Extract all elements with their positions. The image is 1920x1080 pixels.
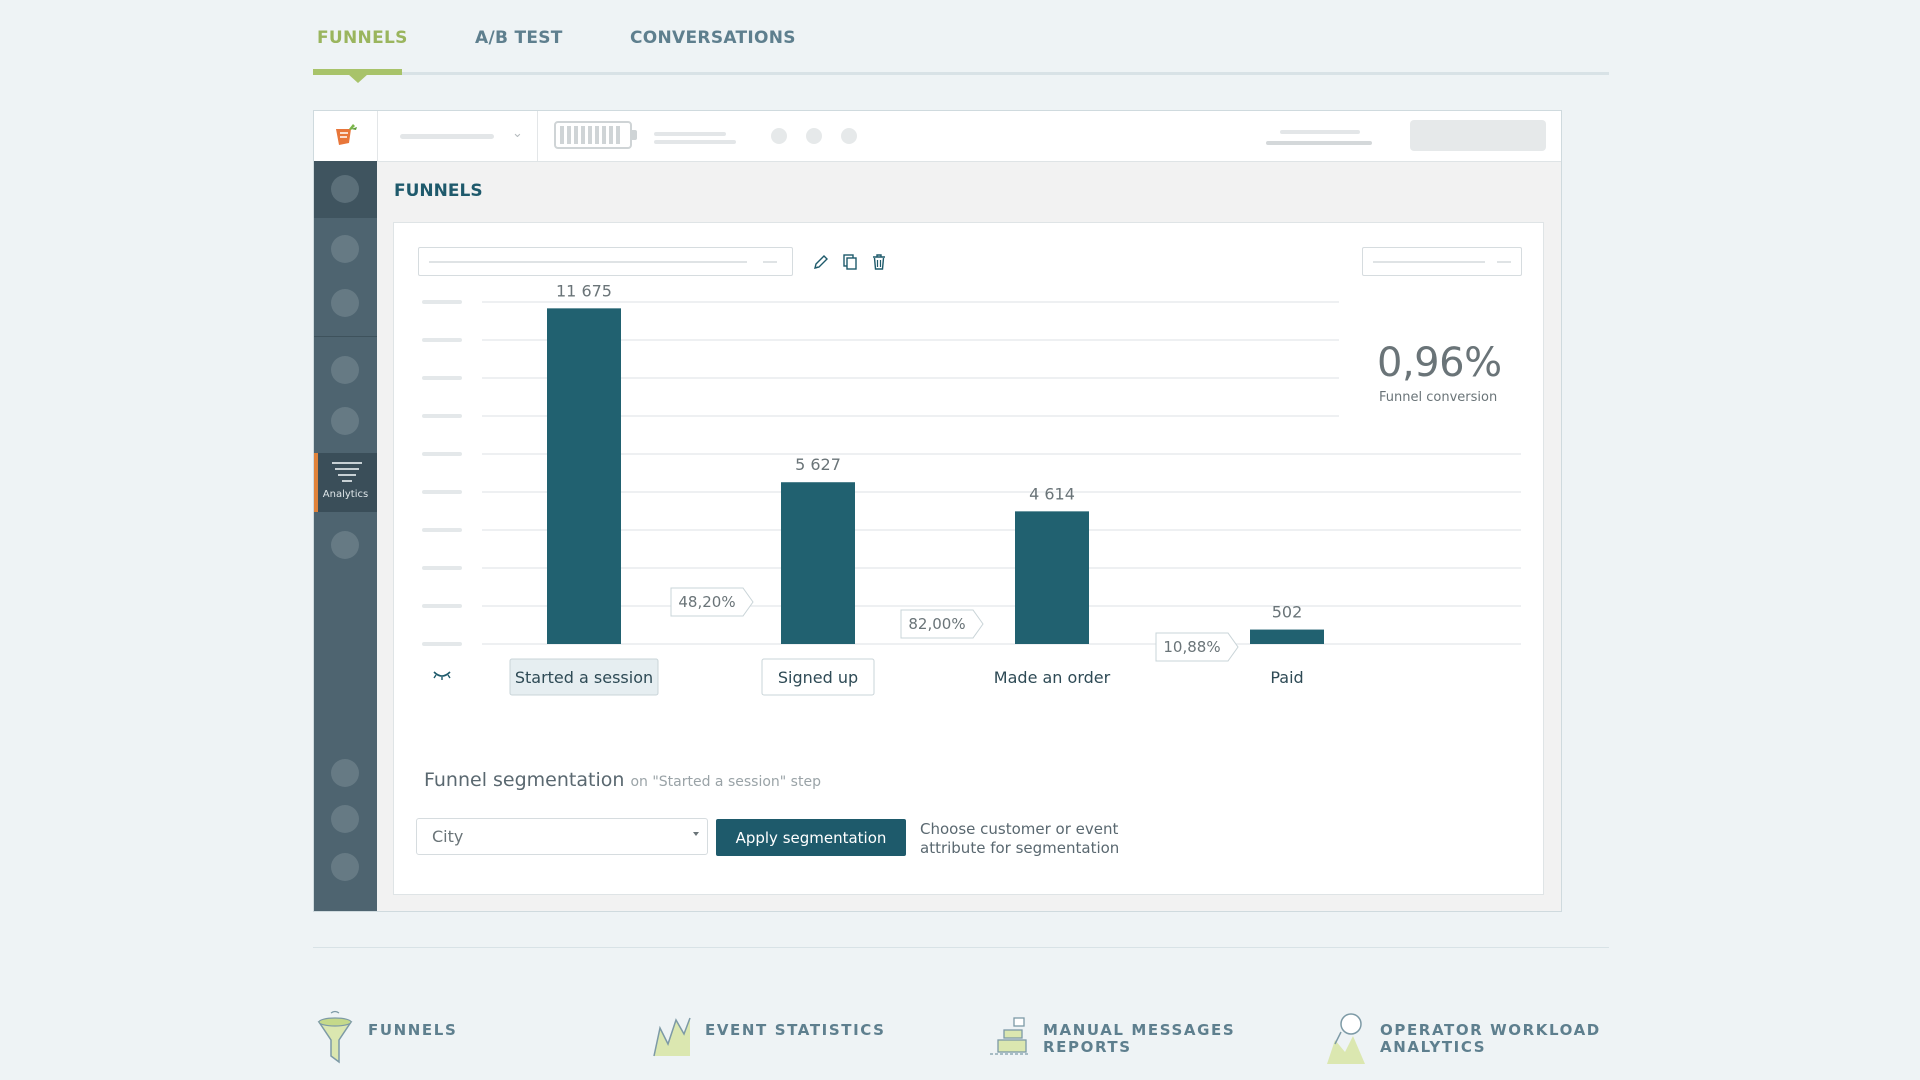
trash-icon[interactable] [870, 253, 888, 271]
bar-value-label: 4 614 [1029, 484, 1075, 503]
logo [314, 111, 378, 161]
sidebar-item[interactable] [331, 759, 359, 787]
header-dot[interactable] [841, 128, 857, 144]
sidebar-item[interactable] [331, 356, 359, 384]
feature-label: MANUAL MESSAGES REPORTS [1043, 1021, 1236, 1056]
sidebar-item-analytics[interactable]: Analytics [314, 453, 377, 512]
copy-icon[interactable] [841, 253, 859, 271]
sidebar-item[interactable] [331, 407, 359, 435]
hide-eye-icon[interactable] [433, 671, 451, 680]
header-placeholder-line [1266, 141, 1372, 145]
app-window: ⌄ Analytics FUNNELS [313, 110, 1562, 912]
segmentation-title-text: Funnel segmentation [424, 769, 625, 791]
carrot-logo-icon [335, 124, 357, 145]
funnel-name-field[interactable] [418, 247, 793, 276]
funnel-card: 11 675 Started a session 5 627 Signed up 4 6… [393, 222, 1544, 895]
sidebar-item[interactable] [331, 531, 359, 559]
sidebar-item[interactable] [331, 289, 359, 317]
step-label-box[interactable] [509, 658, 659, 696]
step-label[interactable]: Signed up [778, 668, 858, 687]
chevron-down-icon: ⌄ [512, 126, 523, 141]
header-placeholder-line [654, 140, 736, 144]
feature-operator-workload-analytics[interactable]: OPERATOR WORKLOAD ANALYTICS [1325, 1010, 1599, 1070]
funnel-bar[interactable] [1015, 511, 1089, 644]
funnel-conversion-value: 0,96% [1377, 340, 1502, 386]
select-value: City [432, 827, 464, 846]
active-tab-caret [348, 74, 368, 83]
bar-value-label: 11 675 [556, 281, 612, 300]
tabs-baseline [313, 72, 1609, 75]
header-dot[interactable] [806, 128, 822, 144]
step-conversion-tag [900, 609, 984, 639]
page-title: FUNNELS [394, 181, 483, 201]
header-action-button[interactable] [1410, 120, 1546, 151]
funnel-conversion-label: Funnel conversion [1379, 390, 1498, 405]
app-header: ⌄ [314, 111, 1561, 162]
segmentation-subtitle: on "Started a session" step [630, 774, 821, 790]
segmentation-title: Funnel segmentation on "Started a sessio… [424, 769, 821, 791]
feature-label: OPERATOR WORKLOAD ANALYTICS [1380, 1021, 1601, 1056]
tab-funnels[interactable]: FUNNELS [317, 28, 408, 48]
step-label[interactable]: Started a session [515, 668, 653, 687]
sidebar-item[interactable] [331, 805, 359, 833]
feature-label: FUNNELS [368, 1021, 458, 1039]
header-placeholder-line [654, 132, 726, 136]
feature-label: EVENT STATISTICS [705, 1021, 886, 1039]
battery-icon [554, 121, 637, 149]
caret-down-icon [693, 832, 699, 836]
step-conversion-label: 10,88% [1163, 638, 1220, 656]
tab-conversations[interactable]: CONVERSATIONS [630, 28, 796, 48]
step-conversion-tag [1155, 632, 1239, 662]
step-label[interactable]: Paid [1270, 668, 1303, 687]
feature-manual-messages-reports[interactable]: MANUAL MESSAGES REPORTS [988, 1010, 1234, 1064]
feature-funnels[interactable]: FUNNELS [313, 1010, 456, 1074]
sidebar-item[interactable] [331, 853, 359, 881]
operator-workload-icon [1327, 1013, 1365, 1064]
segmentation-attribute-select[interactable]: City [416, 818, 708, 855]
sidebar-item[interactable] [331, 175, 359, 203]
manual-messages-icon [990, 1017, 1028, 1055]
step-conversion-label: 48,20% [678, 593, 735, 611]
step-label-box[interactable] [761, 658, 875, 696]
funnel-bar[interactable] [1250, 629, 1324, 644]
step-conversion-tag [670, 587, 754, 617]
active-tab-underline [313, 69, 402, 75]
funnel-chart: 11 675 Started a session 5 627 Signed up 4 6… [422, 281, 1521, 696]
tab-ab-test[interactable]: A/B TEST [475, 28, 563, 48]
header-dot[interactable] [771, 128, 787, 144]
pencil-icon[interactable] [812, 253, 830, 271]
apply-segmentation-button[interactable]: Apply segmentation [716, 819, 906, 856]
event-statistics-icon [653, 1017, 691, 1057]
project-selector[interactable]: ⌄ [378, 111, 538, 161]
sidebar: Analytics [314, 161, 377, 911]
header-placeholder-line [1280, 130, 1360, 134]
funnel-bar[interactable] [781, 482, 855, 644]
bar-value-label: 502 [1272, 603, 1303, 622]
filter-lines-icon [332, 462, 362, 486]
sidebar-item-label: Analytics [322, 489, 369, 500]
step-conversion-label: 82,00% [908, 615, 965, 633]
segmentation-hint: Choose customer or event attribute for s… [920, 820, 1120, 857]
bottom-separator [313, 947, 1609, 948]
sidebar-item[interactable] [331, 235, 359, 263]
period-field[interactable] [1362, 247, 1522, 276]
funnel-icon [317, 1010, 353, 1064]
feature-event-statistics[interactable]: EVENT STATISTICS [650, 1010, 884, 1064]
step-label[interactable]: Made an order [994, 668, 1111, 687]
top-tabs: FUNNELS A/B TEST CONVERSATIONS [313, 0, 1609, 83]
funnel-bar[interactable] [547, 308, 621, 644]
bar-value-label: 5 627 [795, 455, 841, 474]
